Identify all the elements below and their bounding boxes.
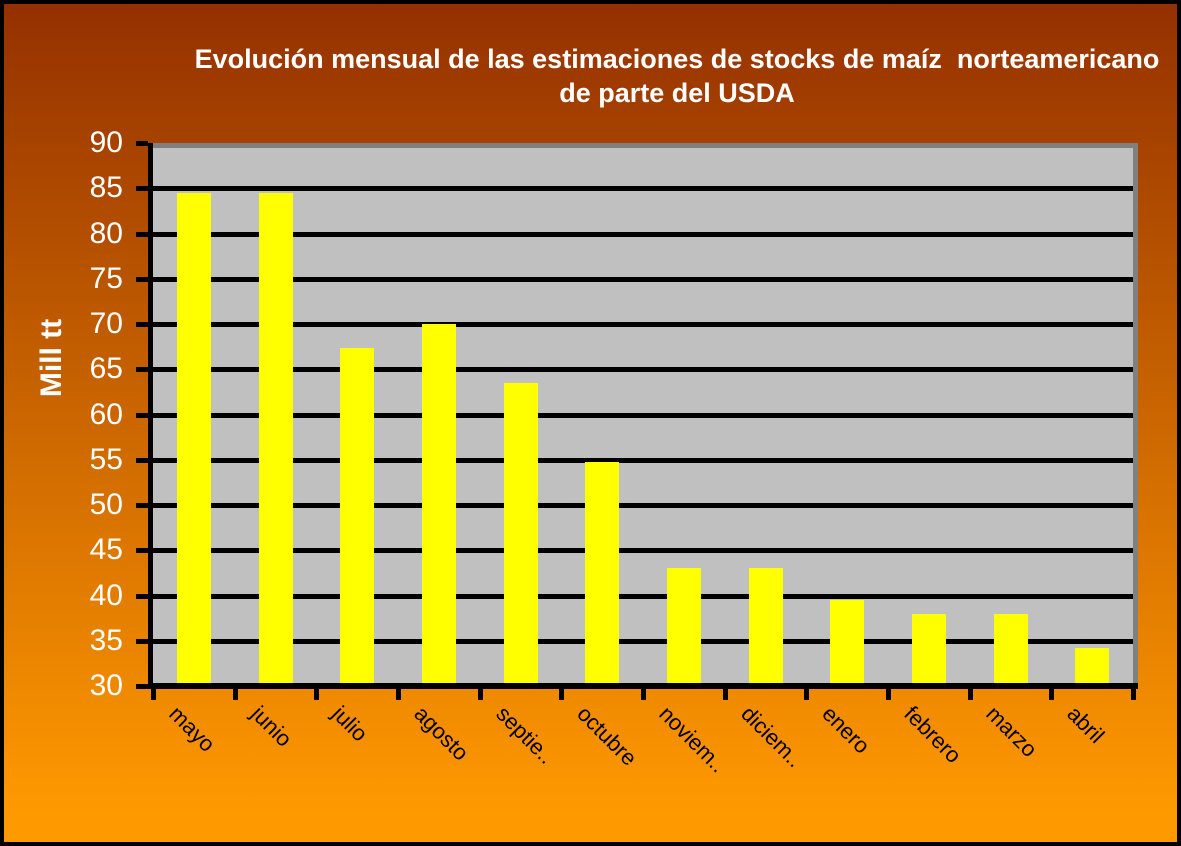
- x-axis-tick: [559, 689, 565, 700]
- gridline: [153, 367, 1133, 373]
- gridline: [153, 638, 1133, 644]
- y-tick-label: 65: [89, 352, 123, 386]
- x-tick-label: enero: [817, 701, 875, 759]
- bar: [666, 568, 701, 686]
- bar: [340, 348, 375, 686]
- y-axis-tick: [136, 503, 148, 508]
- y-axis-tick: [136, 457, 148, 463]
- y-axis-tick: [136, 367, 148, 373]
- x-axis-tick: [886, 689, 891, 700]
- bar: [1075, 647, 1110, 686]
- bar: [503, 382, 538, 686]
- y-tick-label: 30: [89, 669, 123, 702]
- x-axis-tick: [1131, 689, 1136, 700]
- y-axis-tick: [136, 231, 148, 237]
- bar: [911, 613, 946, 686]
- x-tick-label: febrero: [899, 701, 967, 768]
- bar: [585, 461, 620, 686]
- chart-title: Evolución mensual de las estimaciones de…: [175, 42, 1179, 110]
- gridline: [153, 457, 1133, 463]
- y-axis-tick: [136, 638, 148, 644]
- y-axis-tick: [136, 276, 148, 282]
- y-axis-tick: [136, 684, 148, 689]
- y-tick-label: 90: [89, 126, 123, 159]
- x-axis-line: [148, 683, 1138, 689]
- x-axis-tick: [967, 689, 973, 700]
- gridline: [153, 231, 1133, 237]
- gridline: [153, 186, 1133, 192]
- y-axis-tick: [136, 593, 148, 599]
- y-axis-title: Mill tt: [35, 318, 68, 398]
- x-axis-tick: [314, 689, 320, 700]
- chart-title-line2: de parte del USDA: [559, 78, 795, 108]
- x-tick-label: diciem..: [735, 701, 808, 773]
- gridline: [153, 276, 1133, 282]
- bar: [748, 568, 783, 686]
- y-axis-tick: [136, 548, 148, 554]
- x-tick-label: junio: [245, 701, 297, 752]
- y-tick-label: 80: [89, 216, 123, 250]
- y-tick-label: 55: [89, 442, 123, 476]
- x-tick-label: abril: [1062, 701, 1110, 749]
- y-axis-tick: [136, 141, 148, 146]
- x-axis-tick: [722, 689, 728, 700]
- y-tick-label: 45: [89, 533, 123, 567]
- x-axis-tick: [1049, 689, 1055, 700]
- y-tick-label: 60: [89, 397, 123, 431]
- y-axis-tick: [136, 186, 148, 192]
- x-tick-label: marzo: [980, 701, 1042, 762]
- y-tick-label: 70: [89, 307, 123, 340]
- gridline: [153, 412, 1133, 418]
- gridline: [153, 548, 1133, 554]
- x-tick-label: julio: [327, 701, 373, 747]
- x-tick-label: agosto: [409, 701, 474, 766]
- y-tick-label: 35: [89, 623, 123, 657]
- chart-title-line1: Evolución mensual de las estimaciones de…: [194, 44, 1160, 74]
- x-tick-label: octubre: [572, 701, 643, 771]
- y-axis-tick: [136, 412, 148, 418]
- x-axis-tick: [151, 689, 156, 700]
- x-axis-tick: [477, 689, 483, 700]
- gridline: [153, 593, 1133, 599]
- y-tick-label: 75: [89, 261, 123, 295]
- y-axis-tick: [136, 322, 148, 327]
- x-tick-label: noviem..: [654, 701, 731, 778]
- x-axis-tick: [641, 689, 646, 700]
- bar: [176, 192, 211, 686]
- gridline: [153, 503, 1133, 508]
- bar: [421, 324, 456, 686]
- x-tick-label: septie..: [490, 701, 559, 769]
- y-tick-label: 40: [89, 578, 123, 612]
- bar: [830, 600, 865, 686]
- plot-shadow-top: [153, 143, 1138, 148]
- y-axis-line: [148, 143, 153, 689]
- gridline: [153, 322, 1133, 327]
- y-tick-label: 50: [89, 488, 123, 521]
- plot-shadow-right: [1133, 143, 1138, 686]
- x-axis-tick: [396, 689, 401, 700]
- x-axis-tick: [232, 689, 238, 700]
- bar: [993, 613, 1028, 686]
- bar: [258, 192, 293, 686]
- x-tick-label: mayo: [164, 701, 220, 757]
- x-axis-tick: [804, 689, 810, 700]
- y-tick-label: 85: [89, 171, 123, 205]
